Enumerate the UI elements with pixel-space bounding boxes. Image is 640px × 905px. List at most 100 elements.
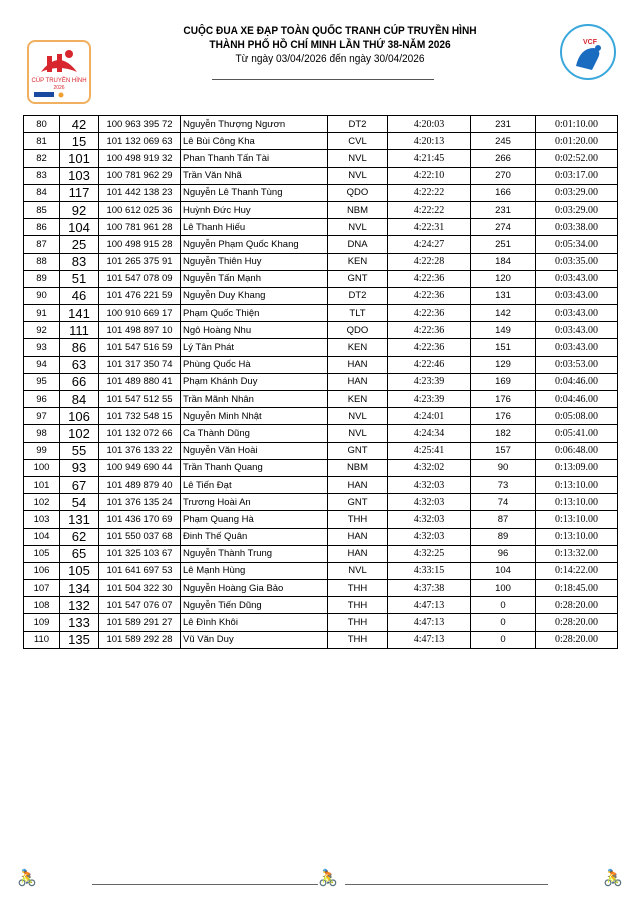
team-code-cell: GNT [327,441,388,460]
table-row: 110 135 101 589 292 28 Vũ Văn Duy THH 4:47:13… [23,630,618,649]
uci-id-cell: 101 547 512 55 [98,389,181,409]
rider-name-cell: Phạm Khánh Duy [180,372,328,392]
uci-id-cell: 101 732 548 15 [98,407,181,426]
team-code-cell: NBM [327,200,388,220]
finish-time-cell: 4:47:13 [387,630,471,649]
team-code-cell: HAN [327,475,388,495]
bib-cell: 92 [59,200,99,220]
uci-id-cell: 101 317 350 74 [98,355,181,374]
points-cell: 104 [470,561,536,581]
team-code-cell: GNT [327,493,388,512]
title-line-2: THÀNH PHỐ HỒ CHÍ MINH LẦN THỨ 38-NĂM 202… [209,39,451,51]
rank-cell: 87 [23,235,60,254]
rider-name-cell: Trần Thanh Quang [180,458,328,477]
vcf-logo: VCF [560,24,616,80]
points-cell: 270 [470,166,536,185]
team-code-cell: TLT [327,304,388,323]
bib-cell: 55 [59,441,99,460]
rank-cell: 91 [23,304,60,323]
uci-id-cell: 101 547 076 07 [98,596,181,615]
uci-id-cell: 101 132 072 66 [98,424,181,443]
rider-name-cell: Đinh Thế Quân [180,527,328,546]
time-gap-cell: 0:05:34.00 [535,235,618,254]
finish-time-cell: 4:22:36 [387,321,471,340]
uci-id-cell: 101 547 078 09 [98,269,181,288]
cyclist-icon: 🚴 [318,870,338,887]
table-row: 98 102 101 132 072 66 Ca Thành Dũng NVL 4:24:… [23,424,618,443]
rank-cell: 108 [23,596,60,615]
vcf-cyclist-icon: VCF [576,39,601,70]
bib-cell: 102 [59,424,99,443]
team-code-cell: KEN [327,252,388,271]
cyclist-logo-icon: CÚP TRUYỀN HÌNH 2026 [31,50,87,98]
team-code-cell: NVL [327,218,388,237]
table-row: 95 66 101 489 880 41 Phạm Khánh Duy HAN 4:23:… [23,372,618,392]
rank-cell: 83 [23,166,60,185]
table-row: 103 131 101 436 170 69 Phạm Quang Hà THH 4:32… [23,510,618,529]
bib-cell: 135 [59,630,99,649]
table-row: 89 51 101 547 078 09 Nguyễn Tấn Mạnh GNT 4:22… [23,269,618,288]
rank-cell: 90 [23,286,60,306]
rider-name-cell: Phạm Quang Hà [180,510,328,529]
rank-cell: 98 [23,424,60,443]
bib-cell: 131 [59,510,99,529]
bib-cell: 46 [59,286,99,306]
rider-name-cell: Lê Mạnh Hùng [180,561,328,581]
points-cell: 182 [470,424,536,443]
team-code-cell: NVL [327,561,388,581]
rider-name-cell: Nguyễn Thượng Ngươn [180,114,328,134]
rank-cell: 85 [23,200,60,220]
points-cell: 245 [470,132,536,151]
team-code-cell: QDO [327,321,388,340]
time-gap-cell: 0:28:20.00 [535,630,618,649]
points-cell: 0 [470,630,536,649]
rank-cell: 92 [23,321,60,340]
points-cell: 96 [470,544,536,563]
team-code-cell: THH [327,630,388,649]
rider-name-cell: Phan Thanh Tấn Tài [180,149,328,168]
time-gap-cell: 0:03:43.00 [535,321,618,340]
team-code-cell: NVL [327,166,388,185]
table-row: 109 133 101 589 291 27 Lê Đình Khôi THH 4:47:… [23,613,618,632]
points-cell: 176 [470,407,536,426]
svg-text:VCF: VCF [583,39,598,46]
finish-time-cell: 4:22:10 [387,166,471,185]
time-gap-cell: 0:03:43.00 [535,304,618,323]
time-gap-cell: 0:03:35.00 [535,252,618,271]
rank-cell: 97 [23,407,60,426]
time-gap-cell: 0:04:46.00 [535,372,618,392]
bib-cell: 132 [59,596,99,615]
points-cell: 157 [470,441,536,460]
date-range: Từ ngày 03/04/2026 đến ngày 30/04/2026 [235,53,425,65]
time-gap-cell: 0:01:10.00 [535,114,618,134]
team-code-cell: NVL [327,407,388,426]
rider-name-cell: Nguyễn Thành Trung [180,544,328,563]
team-code-cell: NVL [327,149,388,168]
finish-time-cell: 4:25:41 [387,441,471,460]
table-row: 82 101 100 498 919 32 Phan Thanh Tấn Tài NVL… [23,149,618,168]
table-row: 104 62 101 550 037 68 Đinh Thế Quân HAN 4:32:… [23,527,618,546]
bib-cell: 101 [59,149,99,168]
time-gap-cell: 0:05:08.00 [535,407,618,426]
bib-cell: 51 [59,269,99,288]
rank-cell: 104 [23,527,60,546]
uci-id-cell: 100 949 690 44 [98,458,181,477]
footer-divider [345,884,548,885]
points-cell: 151 [470,338,536,357]
team-code-cell: QDO [327,183,388,202]
finish-time-cell: 4:22:22 [387,183,471,202]
table-row: 83 103 100 781 962 29 Trần Văn Nhã NVL 4:22:1… [23,166,618,185]
team-code-cell: DNA [327,235,388,254]
rider-name-cell: Nguyễn Lê Thanh Tùng [180,183,328,202]
finish-time-cell: 4:32:25 [387,544,471,563]
finish-time-cell: 4:22:36 [387,338,471,357]
uci-id-cell: 101 589 292 28 [98,630,181,649]
team-code-cell: HAN [327,372,388,392]
rank-cell: 102 [23,493,60,512]
team-code-cell: NBM [327,458,388,477]
bib-cell: 111 [59,321,99,340]
points-cell: 142 [470,304,536,323]
team-code-cell: KEN [327,389,388,409]
bib-cell: 103 [59,166,99,185]
finish-time-cell: 4:23:39 [387,372,471,392]
